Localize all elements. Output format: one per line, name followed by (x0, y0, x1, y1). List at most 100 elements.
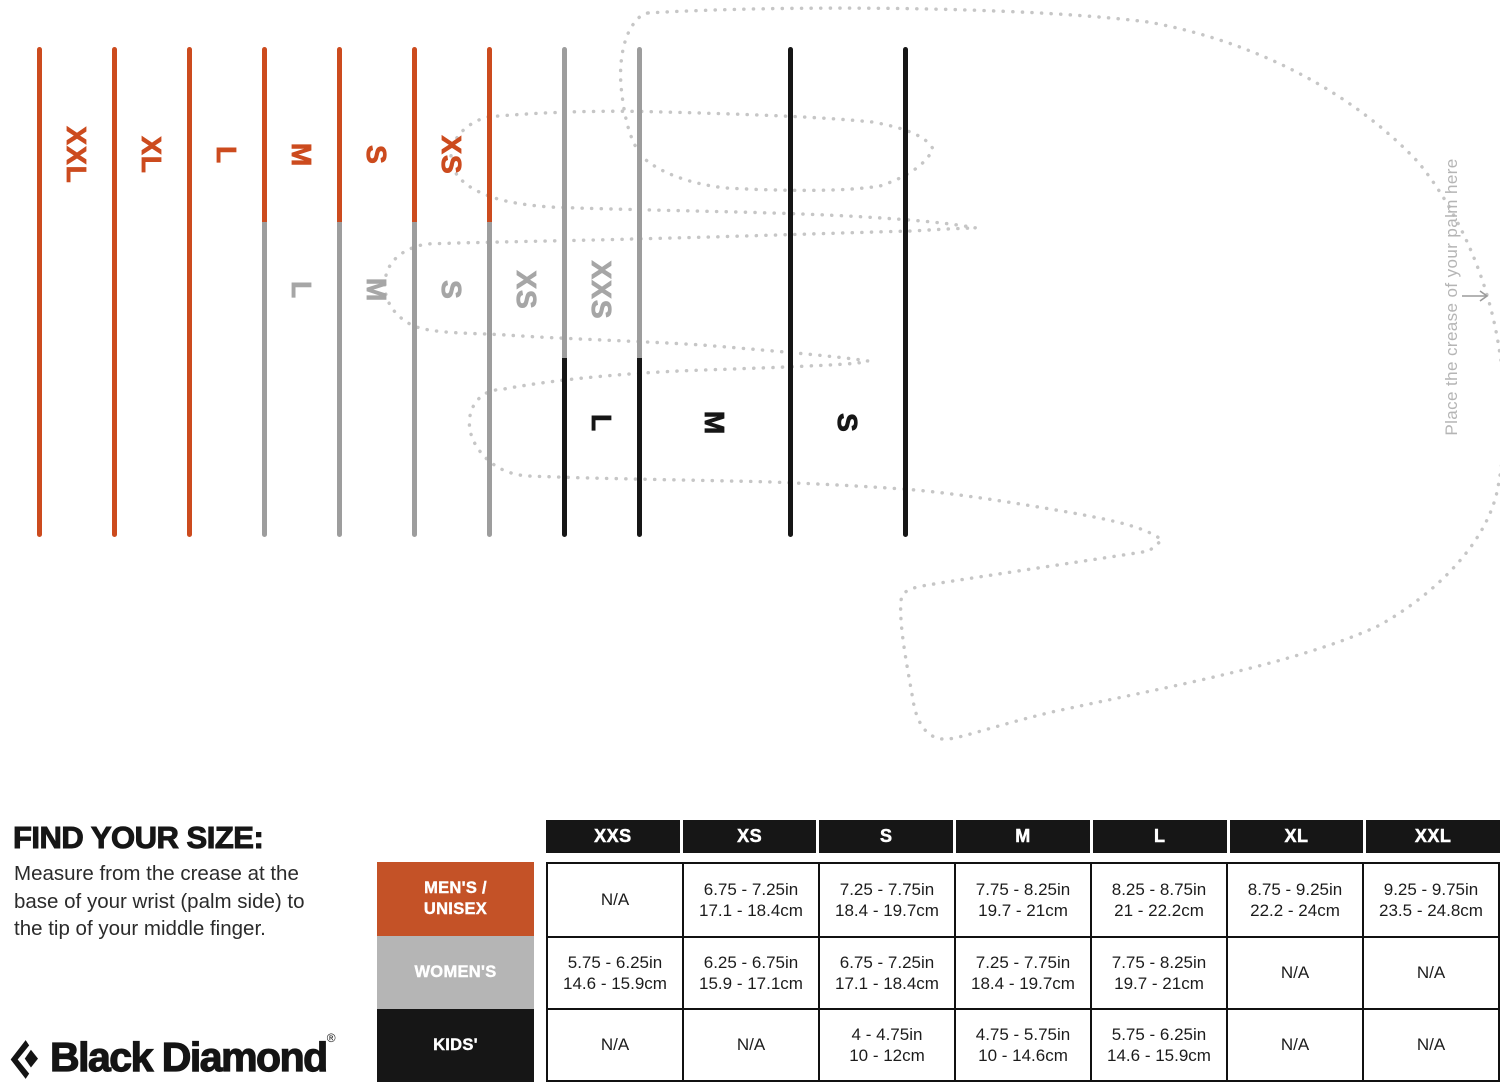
size-cell: N/A (1228, 1010, 1362, 1080)
cell-line: 23.5 - 24.8cm (1379, 901, 1483, 920)
size-cell: 8.75 - 9.25in 22.2 - 24cm (1228, 864, 1362, 936)
row-header: WOMEN'S (377, 936, 534, 1009)
measure-instructions: Measure from the crease at the base of yo… (14, 860, 305, 943)
size-table-header-row: XXS XS S M L XL XXL (546, 820, 1500, 853)
womens-size-label: S (436, 280, 468, 300)
mens-size-label: S (361, 145, 393, 165)
size-cell: 7.75 - 8.25in 19.7 - 21cm (956, 864, 1090, 936)
womens-size-label: XS (511, 270, 543, 310)
size-cell: 7.25 - 7.75in 18.4 - 19.7cm (956, 938, 1090, 1008)
size-cell: N/A (548, 1010, 682, 1080)
size-cell: 7.25 - 7.75in 18.4 - 19.7cm (820, 864, 954, 936)
size-cell: N/A (548, 864, 682, 936)
cell-line: 6.25 - 6.75in (703, 952, 799, 972)
cell-line: N/A (600, 1035, 630, 1055)
cell-line: 14.6 - 15.9cm (1107, 1046, 1211, 1065)
cell-line: 15.9 - 17.1cm (699, 974, 803, 993)
size-cell: 6.75 - 7.25in 17.1 - 18.4cm (820, 938, 954, 1008)
kids-size-label: M (699, 410, 731, 436)
cell-line: 7.25 - 7.75in (975, 952, 1071, 972)
cell-line: 4.75 - 5.75in (975, 1024, 1071, 1044)
cell-line: 9.25 - 9.75in (1383, 879, 1479, 899)
cell-line: 6.75 - 7.25in (839, 952, 935, 972)
cell-line: 5.75 - 6.25in (567, 952, 663, 972)
cell-line: N/A (736, 1035, 766, 1055)
cell-line: 8.75 - 9.25in (1247, 879, 1343, 899)
womens-size-label: L (286, 280, 318, 300)
hand-outline-dotted-path (383, 6, 1500, 741)
size-cell: 8.25 - 8.75in 21 - 22.2cm (1092, 864, 1226, 936)
cell-line: 7.75 - 8.25in (1111, 952, 1207, 972)
column-header-m: M (956, 820, 1090, 853)
mens-size-label: M (286, 142, 318, 168)
ruler-line (336, 47, 342, 537)
size-cell: 5.75 - 6.25in 14.6 - 15.9cm (548, 938, 682, 1008)
mens-size-label: XXL (61, 126, 93, 184)
row-header: MEN'S / UNISEX (377, 862, 534, 936)
cell-line: 19.7 - 21cm (1114, 974, 1204, 993)
cell-line: 4 - 4.75in (851, 1024, 923, 1044)
cell-line: 7.25 - 7.75in (839, 879, 935, 899)
column-header-s: S (819, 820, 954, 853)
ruler-line (36, 47, 42, 537)
size-cell: N/A (1364, 938, 1498, 1008)
column-header-l: L (1092, 820, 1227, 853)
cell-line: 22.2 - 24cm (1250, 901, 1340, 920)
ruler-line (261, 47, 267, 537)
kids-size-label: S (832, 413, 864, 433)
row-header-line: UNISEX (423, 900, 488, 918)
cell-line: 18.4 - 19.7cm (835, 901, 939, 920)
cell-line: 18.4 - 19.7cm (971, 974, 1075, 993)
cell-line: 8.25 - 8.75in (1111, 879, 1207, 899)
registered-mark: ® (326, 1031, 336, 1046)
instruction-line: the tip of your middle finger. (14, 917, 266, 940)
kids-size-label: L (586, 413, 618, 433)
ruler-line (411, 47, 417, 537)
cell-line: N/A (1280, 963, 1310, 983)
size-cell: N/A (1364, 1010, 1498, 1080)
find-your-size-title: FIND YOUR SIZE: (12, 820, 264, 856)
size-table-body: N/A 6.75 - 7.25in 17.1 - 18.4cm 7.25 - 7.75… (546, 862, 1500, 1082)
brand-name-text: Black Diamond (49, 1033, 328, 1080)
brand-wordmark: Black Diamond® (49, 1031, 336, 1081)
cell-line: 5.75 - 6.25in (1111, 1024, 1207, 1044)
palm-note: Place the crease of your palm here (1442, 158, 1461, 436)
mens-size-label: L (211, 145, 243, 165)
ruler-line (636, 47, 642, 537)
cell-line: 17.1 - 18.4cm (699, 901, 803, 920)
cell-line: 7.75 - 8.25in (975, 879, 1071, 899)
brand-logo: Black Diamond® (8, 1031, 336, 1083)
cell-line: N/A (1416, 1035, 1446, 1055)
cell-line: N/A (600, 890, 630, 910)
hand-outline-illustration (383, 6, 1500, 741)
column-header-xxs: XXS (546, 820, 680, 853)
cell-line: 10 - 12cm (849, 1046, 925, 1065)
womens-size-label: M (361, 277, 393, 303)
column-header-xxl: XXL (1366, 820, 1500, 853)
cell-line: 14.6 - 15.9cm (563, 974, 667, 993)
ruler-line (486, 47, 492, 537)
row-header-line: MEN'S / (424, 879, 487, 897)
column-header-xs: XS (682, 820, 817, 853)
mens-size-label: XL (136, 136, 168, 175)
cell-line: 19.7 - 21cm (978, 901, 1068, 920)
cell-line: N/A (1416, 963, 1446, 983)
cell-line: N/A (1280, 1035, 1310, 1055)
column-header-xl: XL (1229, 820, 1364, 853)
instruction-line: Measure from the crease at the (14, 862, 299, 885)
size-cell: N/A (684, 1010, 818, 1080)
size-cell: 7.75 - 8.25in 19.7 - 21cm (1092, 938, 1226, 1008)
ruler-line (111, 47, 117, 537)
cell-line: 10 - 14.6cm (978, 1046, 1068, 1065)
size-table-row-headers: MEN'S / UNISEX WOMEN'S KIDS' (377, 862, 534, 1082)
size-cell: N/A (1228, 938, 1362, 1008)
ruler-line (561, 47, 567, 537)
ruler-line (186, 47, 192, 537)
row-header-line: KIDS' (433, 1036, 478, 1054)
size-cell: 9.25 - 9.75in 23.5 - 24.8cm (1364, 864, 1498, 936)
size-cell: 4.75 - 5.75in 10 - 14.6cm (956, 1010, 1090, 1080)
black-diamond-icon (10, 1040, 38, 1079)
ruler-line (787, 47, 793, 537)
size-cell: 5.75 - 6.25in 14.6 - 15.9cm (1092, 1010, 1226, 1080)
